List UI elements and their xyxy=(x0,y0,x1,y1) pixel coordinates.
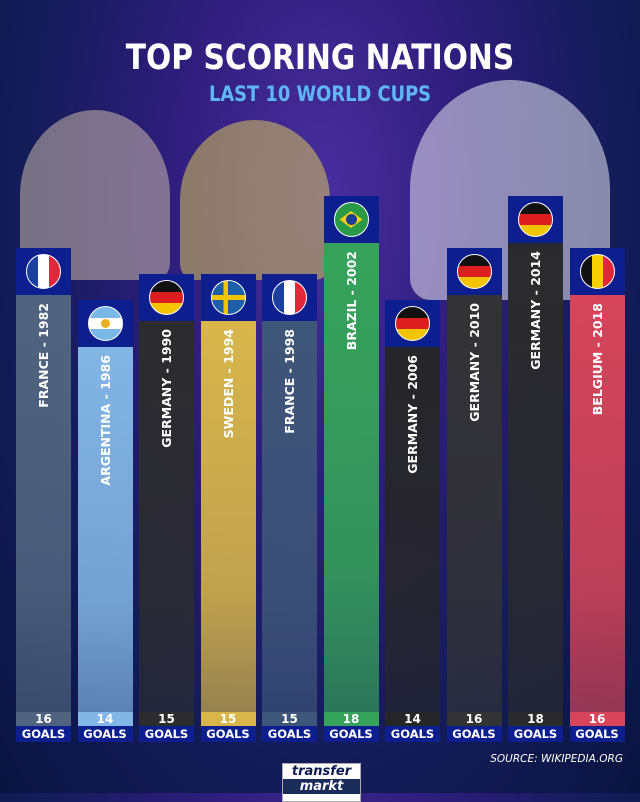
goals-label: GOALS xyxy=(139,726,194,742)
flag-box xyxy=(200,274,256,321)
bar-germany: GERMANY - 2010 16 GOALS xyxy=(446,248,502,742)
bar-body: BELGIUM - 2018 xyxy=(569,295,625,712)
flag-box xyxy=(139,274,194,321)
bar-germany: GERMANY - 1990 15 GOALS xyxy=(139,274,194,742)
bar-label: FRANCE - 1998 xyxy=(282,329,297,434)
bar-body: ARGENTINA - 1986 xyxy=(77,347,133,712)
value-label: 16 xyxy=(569,712,625,726)
bar-body: GERMANY - 2014 xyxy=(508,243,563,712)
bar-germany: GERMANY - 2014 18 GOALS xyxy=(508,196,563,742)
value-label: 16 xyxy=(16,712,71,726)
bar-label: SWEDEN - 1994 xyxy=(220,329,236,439)
flag-box xyxy=(262,274,317,321)
flag-box xyxy=(16,248,71,295)
argentina-flag-icon xyxy=(87,306,123,341)
goals-label: GOALS xyxy=(77,726,133,742)
player-photo-center xyxy=(180,120,330,280)
value-label: 18 xyxy=(508,712,563,726)
bar-label: BRAZIL - 2002 xyxy=(343,251,359,351)
value-label: 15 xyxy=(139,712,194,726)
bar-body: FRANCE - 1998 xyxy=(262,321,317,712)
value-label: 14 xyxy=(385,712,440,726)
bar-label: GERMANY - 1990 xyxy=(159,329,174,448)
flag-box xyxy=(569,248,625,295)
goals-label: GOALS xyxy=(323,726,379,742)
bar-body: GERMANY - 2006 xyxy=(385,347,440,712)
flag-box xyxy=(323,196,379,243)
goals-label: GOALS xyxy=(508,726,563,742)
bar-body: SWEDEN - 1994 xyxy=(200,321,256,712)
flag-box xyxy=(385,300,440,347)
bar-label: GERMANY - 2014 xyxy=(528,251,543,370)
bar-label: GERMANY - 2010 xyxy=(466,303,482,422)
value-label: 16 xyxy=(446,712,502,726)
goals-label: GOALS xyxy=(200,726,256,742)
bar-belgium: BELGIUM - 2018 16 GOALS xyxy=(569,248,625,742)
germany-flag-icon xyxy=(518,202,553,237)
bar-body: GERMANY - 2010 xyxy=(446,295,502,712)
chart-subtitle: LAST 10 WORLD CUPS xyxy=(208,82,432,106)
germany-flag-icon xyxy=(395,306,430,341)
bar-brazil: BRAZIL - 2002 18 GOALS xyxy=(323,196,379,742)
brazil-flag-icon xyxy=(333,202,369,237)
bar-body: BRAZIL - 2002 xyxy=(323,243,379,712)
bar-label: FRANCE - 1982 xyxy=(36,303,51,408)
value-label: 15 xyxy=(262,712,317,726)
chart-title: TOP SCORING NATIONS xyxy=(125,38,515,78)
bar-label: BELGIUM - 2018 xyxy=(589,303,605,416)
flag-box xyxy=(77,300,133,347)
france-flag-icon xyxy=(272,280,307,315)
value-label: 15 xyxy=(200,712,256,726)
transfermarkt-logo: transfer markt xyxy=(282,763,361,802)
flag-box xyxy=(446,248,502,295)
bar-body: FRANCE - 1982 xyxy=(16,295,71,712)
belgium-flag-icon xyxy=(579,254,615,289)
bar-argentina: ARGENTINA - 1986 14 GOALS xyxy=(77,300,133,742)
germany-flag-icon xyxy=(149,280,184,315)
bar-label: GERMANY - 2006 xyxy=(405,355,420,474)
bar-france: FRANCE - 1998 15 GOALS xyxy=(262,274,317,742)
bar-france: FRANCE - 1982 16 GOALS xyxy=(16,248,71,742)
goals-label: GOALS xyxy=(16,726,71,742)
bar-sweden: SWEDEN - 1994 15 GOALS xyxy=(200,274,256,742)
bar-body: GERMANY - 1990 xyxy=(139,321,194,712)
goals-label: GOALS xyxy=(446,726,502,742)
goals-label: GOALS xyxy=(385,726,440,742)
flag-box xyxy=(508,196,563,243)
value-label: 18 xyxy=(323,712,379,726)
bar-label: ARGENTINA - 1986 xyxy=(97,355,113,486)
goals-label: GOALS xyxy=(262,726,317,742)
sweden-flag-icon xyxy=(210,280,246,315)
goals-label: GOALS xyxy=(569,726,625,742)
source-note: SOURCE: WIKIPEDIA.ORG xyxy=(490,753,623,765)
value-label: 14 xyxy=(77,712,133,726)
germany-flag-icon xyxy=(456,254,492,289)
france-flag-icon xyxy=(26,254,61,289)
bar-germany: GERMANY - 2006 14 GOALS xyxy=(385,300,440,742)
